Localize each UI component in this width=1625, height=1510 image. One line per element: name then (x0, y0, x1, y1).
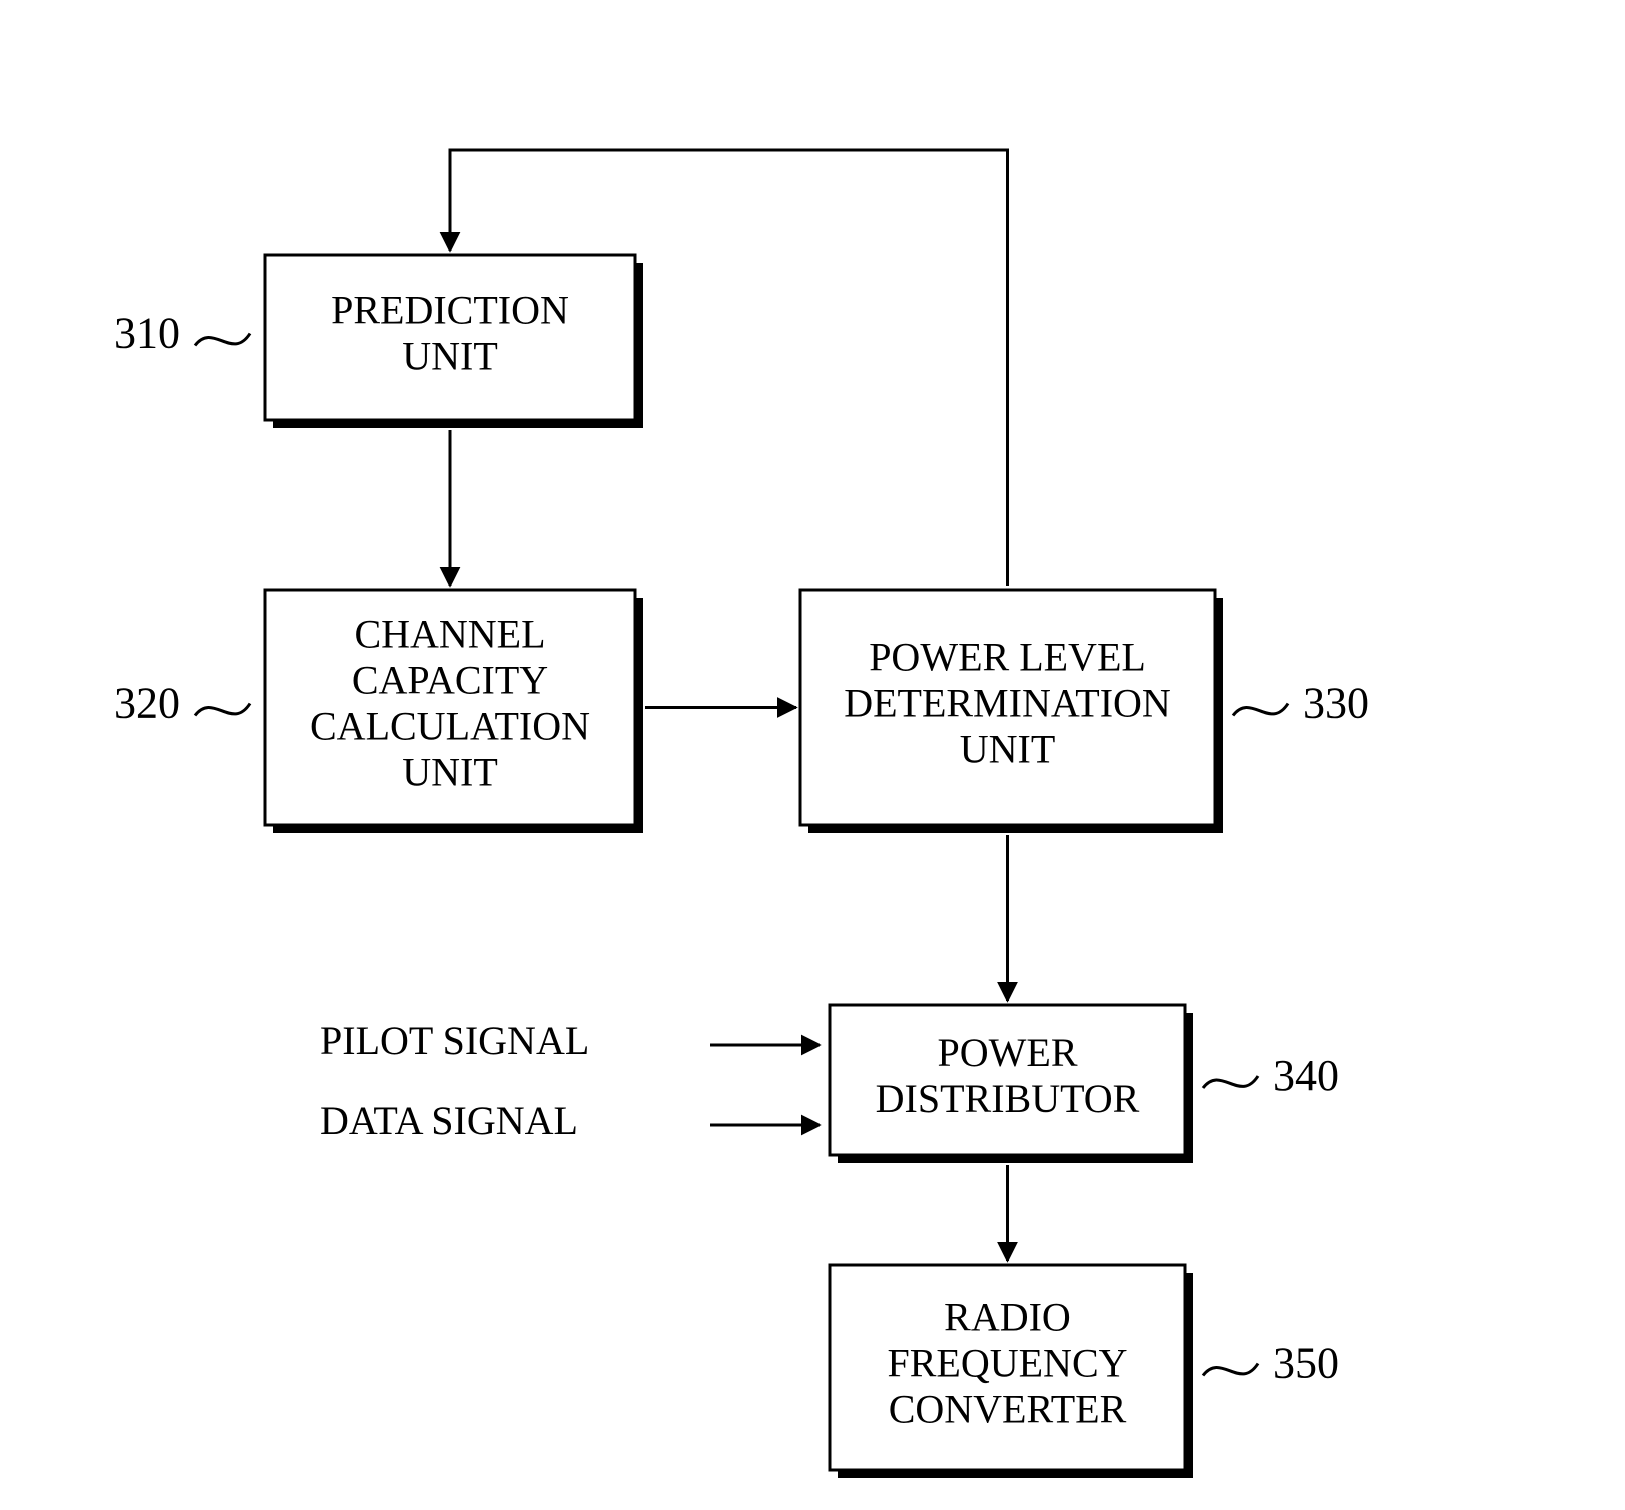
prediction-ref: 310 (114, 309, 180, 358)
rfconv-label-line-0: RADIO (944, 1295, 1071, 1340)
capacity-label-line-3: UNIT (402, 750, 498, 795)
rfconv-ref-tilde (1203, 1364, 1258, 1376)
powerlevel-ref: 330 (1303, 679, 1369, 728)
capacity-ref: 320 (114, 679, 180, 728)
pilot-signal-label: PILOT SIGNAL (320, 1018, 589, 1063)
capacity-label-line-0: CHANNEL (354, 612, 545, 657)
powerlevel-label-line-0: POWER LEVEL (869, 635, 1146, 680)
powerlevel-ref-tilde (1233, 704, 1288, 716)
capacity-ref-tilde (195, 704, 250, 716)
distributor-ref: 340 (1273, 1051, 1339, 1100)
rfconv-ref: 350 (1273, 1339, 1339, 1388)
distributor-label-line-1: DISTRIBUTOR (876, 1076, 1140, 1121)
powerlevel-label-line-2: UNIT (960, 727, 1056, 772)
prediction-label-line-0: PREDICTION (331, 288, 569, 333)
powerlevel-label-line-1: DETERMINATION (844, 681, 1171, 726)
data-signal-label: DATA SIGNAL (320, 1098, 578, 1143)
capacity-label-line-1: CAPACITY (352, 658, 548, 703)
prediction-label-line-1: UNIT (402, 334, 498, 379)
distributor-label-line-0: POWER (938, 1030, 1078, 1075)
prediction-ref-tilde (195, 334, 250, 346)
capacity-label-line-2: CALCULATION (310, 704, 590, 749)
rfconv-label-line-1: FREQUENCY (887, 1341, 1127, 1386)
distributor-ref-tilde (1203, 1076, 1258, 1088)
rfconv-label-line-2: CONVERTER (889, 1387, 1127, 1432)
